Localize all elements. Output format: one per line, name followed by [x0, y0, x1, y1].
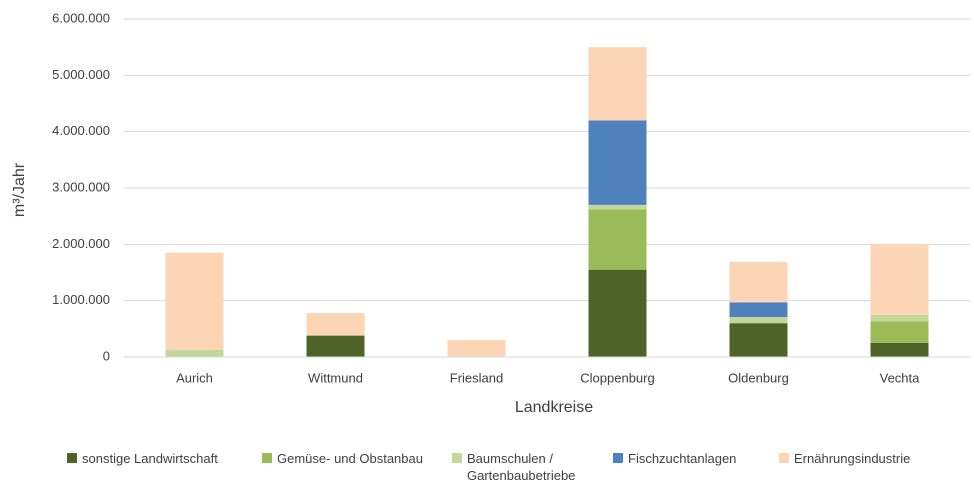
bar-segment	[588, 209, 647, 270]
bar-segment	[729, 261, 788, 303]
legend-label: Gemüse- und Obstanbau	[277, 451, 423, 466]
legend-label: Baumschulen / Gartenbaubetriebe	[467, 451, 576, 483]
bar-segment	[306, 335, 365, 357]
bar-segment	[870, 321, 929, 343]
bar-segment	[306, 313, 365, 336]
bar-segment	[165, 349, 224, 357]
y-tick-label: 6.000.000	[52, 10, 110, 25]
legend-swatch	[452, 453, 462, 463]
legend-label: Fischzuchtanlagen	[628, 451, 737, 466]
bar-segment	[588, 120, 647, 205]
bar-segment	[165, 252, 224, 350]
bar-segment	[588, 269, 647, 357]
chart: m³/Jahr Landkreise 0 1.000.000 2.000.000 3.…	[11, 10, 970, 416]
x-tick-label: Cloppenburg	[580, 370, 654, 385]
legend-item: Gemüse- und Obstanbau	[262, 450, 423, 467]
y-tick-label: 1.000.000	[52, 292, 110, 307]
bar-segment	[870, 244, 929, 315]
legend-swatch	[779, 453, 789, 463]
bar-segment	[588, 204, 647, 210]
bar-segment	[729, 302, 788, 318]
legend-item: Fischzuchtanlagen	[613, 450, 736, 467]
x-tick-label: Oldenburg	[728, 370, 789, 385]
x-tick-label: Aurich	[176, 370, 213, 385]
bar-segment	[588, 47, 647, 121]
bar-segment	[870, 342, 929, 357]
legend-label: sonstige Landwirtschaft	[82, 451, 218, 466]
bar-segment	[729, 317, 788, 324]
legend-swatch	[613, 453, 623, 463]
y-axis-label: m³/Jahr	[11, 162, 28, 217]
x-tick-label: Vechta	[880, 370, 921, 385]
y-tick-label: 4.000.000	[52, 123, 110, 138]
y-tick-label: 0	[103, 348, 110, 363]
x-tick-label: Wittmund	[308, 370, 363, 385]
bar-segment	[447, 340, 506, 357]
legend-label: Ernährungsindustrie	[794, 451, 911, 466]
legend-item: sonstige Landwirtschaft	[67, 450, 218, 467]
legend-swatch	[67, 453, 77, 463]
x-tick-label: Friesland	[450, 370, 503, 385]
y-tick-label: 2.000.000	[52, 236, 110, 251]
legend-swatch	[262, 453, 272, 463]
legend-item: Ernährungsindustrie	[779, 450, 910, 467]
bar-segment	[870, 314, 929, 322]
y-tick-label: 3.000.000	[52, 179, 110, 194]
bar-segment	[729, 323, 788, 357]
x-axis-label: Landkreise	[515, 399, 593, 416]
y-tick-label: 5.000.000	[52, 67, 110, 82]
legend-item: Baumschulen / Gartenbaubetriebe	[452, 450, 617, 484]
